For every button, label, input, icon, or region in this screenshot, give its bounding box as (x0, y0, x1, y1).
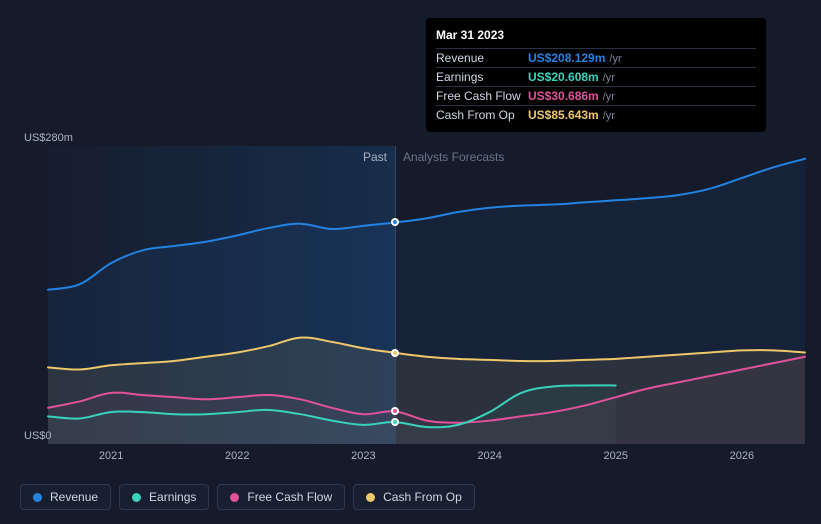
tooltip-row-unit: /yr (603, 72, 615, 84)
cursor-dot-free_cash_flow (391, 407, 399, 415)
legend-dot-icon (366, 493, 375, 502)
tooltip-row-label: Revenue (436, 51, 528, 65)
y-tick-label: US$0 (24, 430, 52, 442)
cursor-dot-cash_from_op (391, 349, 399, 357)
legend-item-revenue[interactable]: Revenue (20, 484, 111, 510)
plot-area[interactable] (48, 146, 805, 444)
x-tick-label: 2025 (604, 450, 628, 462)
hover-tooltip: Mar 31 2023 RevenueUS$208.129m/yrEarning… (426, 18, 766, 132)
legend-item-free_cash_flow[interactable]: Free Cash Flow (217, 484, 345, 510)
tooltip-row-value: US$85.643m (528, 108, 599, 122)
y-tick-label: US$280m (24, 132, 73, 144)
x-tick-label: 2026 (730, 450, 754, 462)
tooltip-date: Mar 31 2023 (436, 26, 756, 48)
legend-item-label: Cash From Op (383, 490, 462, 504)
x-tick-label: 2022 (225, 450, 249, 462)
series-svg (48, 146, 805, 444)
tooltip-row: Cash From OpUS$85.643m/yr (436, 105, 756, 124)
cursor-line (395, 146, 396, 444)
x-tick-label: 2023 (351, 450, 375, 462)
cursor-dot-revenue (391, 218, 399, 226)
tooltip-row-unit: /yr (609, 53, 621, 65)
past-section-label: Past (363, 150, 387, 164)
tooltip-row: EarningsUS$20.608m/yr (436, 67, 756, 86)
legend-item-label: Free Cash Flow (247, 490, 332, 504)
legend-dot-icon (132, 493, 141, 502)
tooltip-row-label: Earnings (436, 70, 528, 84)
tooltip-row-unit: /yr (603, 110, 615, 122)
legend-item-label: Revenue (50, 490, 98, 504)
cursor-dot-earnings (391, 418, 399, 426)
tooltip-row-unit: /yr (603, 91, 615, 103)
tooltip-row-label: Free Cash Flow (436, 89, 528, 103)
tooltip-row-value: US$208.129m (528, 51, 605, 65)
x-tick-label: 2024 (477, 450, 501, 462)
legend: Revenue Earnings Free Cash Flow Cash From O… (20, 484, 475, 510)
financial-chart: US$280m US$0 2021 2022 2023 2024 2025 2026 Pas… (0, 0, 821, 524)
forecast-section-label: Analysts Forecasts (403, 150, 504, 164)
tooltip-row-value: US$20.608m (528, 70, 599, 84)
tooltip-row-value: US$30.686m (528, 89, 599, 103)
tooltip-row: Free Cash FlowUS$30.686m/yr (436, 86, 756, 105)
legend-dot-icon (33, 493, 42, 502)
legend-dot-icon (230, 493, 239, 502)
legend-item-cash_from_op[interactable]: Cash From Op (353, 484, 475, 510)
x-tick-label: 2021 (99, 450, 123, 462)
legend-item-label: Earnings (149, 490, 196, 504)
tooltip-row: RevenueUS$208.129m/yr (436, 48, 756, 67)
legend-item-earnings[interactable]: Earnings (119, 484, 209, 510)
tooltip-row-label: Cash From Op (436, 108, 528, 122)
